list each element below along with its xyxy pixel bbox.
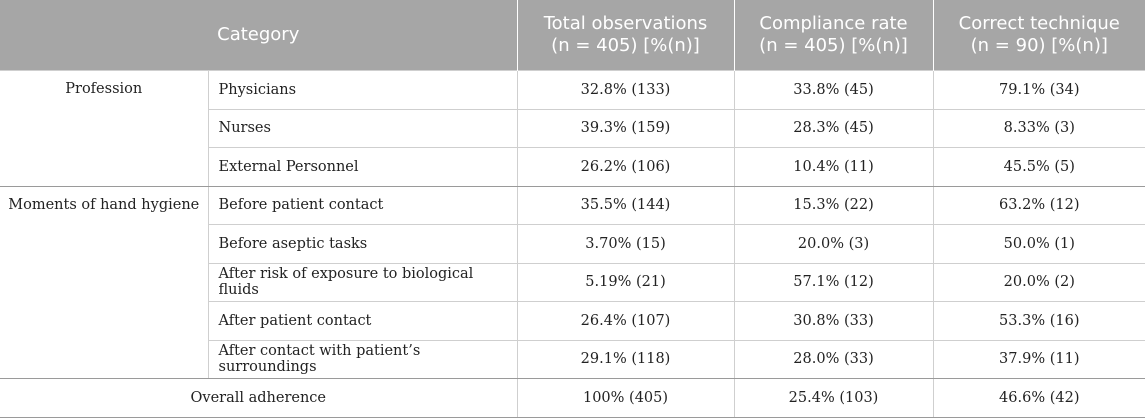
cell-total: 5.19% (21) bbox=[516, 262, 735, 302]
cell-compliance: 30.8% (33) bbox=[733, 301, 934, 341]
overall-row: Overall adherence 100% (405) 25.4% (103)… bbox=[0, 378, 1145, 418]
row-label: Before patient contact bbox=[207, 185, 518, 225]
header-technique-title: Correct technique bbox=[958, 13, 1120, 34]
table-row: External Personnel 26.2% (106) 10.4% (11… bbox=[0, 147, 1145, 187]
table-row: Profession Physicians 32.8% (133) 33.8% … bbox=[0, 70, 1145, 187]
row-label: After patient contact bbox=[208, 301, 518, 341]
cell-total: 32.8% (133) bbox=[516, 70, 735, 110]
header-category: Category bbox=[0, 0, 518, 71]
table-row: After risk of exposure to biological flu… bbox=[0, 262, 1145, 302]
cell-technique: 20.0% (2) bbox=[932, 262, 1145, 302]
overall-compliance: 25.4% (103) bbox=[733, 378, 934, 418]
cell-total: 26.2% (106) bbox=[516, 147, 735, 187]
header-correct-technique: Correct technique (n = 90) [%(n)] bbox=[933, 0, 1145, 71]
cell-total: 26.4% (107) bbox=[516, 301, 735, 341]
cell-technique: 63.2% (12) bbox=[932, 185, 1145, 225]
cell-compliance: 28.3% (45) bbox=[733, 108, 934, 148]
cell-compliance: 28.0% (33) bbox=[733, 339, 934, 379]
cell-technique: 45.5% (5) bbox=[932, 147, 1145, 187]
cell-compliance: 10.4% (11) bbox=[733, 147, 934, 187]
header-total-n: (n = 405) [%(n)] bbox=[551, 35, 700, 56]
cell-technique: 79.1% (34) bbox=[932, 70, 1145, 110]
header-compliance-n: (n = 405) [%(n)] bbox=[759, 35, 908, 56]
row-label: Nurses bbox=[208, 108, 518, 148]
cell-total: 39.3% (159) bbox=[516, 108, 735, 148]
cell-compliance: 57.1% (12) bbox=[733, 262, 934, 302]
cell-technique: 37.9% (11) bbox=[932, 339, 1145, 379]
header-compliance-title: Compliance rate bbox=[759, 13, 908, 34]
cell-total: 35.5% (144) bbox=[516, 185, 735, 225]
row-label: External Personnel bbox=[208, 147, 518, 187]
cell-compliance: 33.8% (45) bbox=[733, 70, 934, 110]
cell-technique: 8.33% (3) bbox=[932, 108, 1145, 148]
group-label-profession: Profession bbox=[0, 70, 209, 187]
header-compliance-rate: Compliance rate (n = 405) [%(n)] bbox=[734, 0, 934, 71]
cell-total: 3.70% (15) bbox=[516, 224, 735, 264]
cell-compliance: 15.3% (22) bbox=[733, 185, 934, 225]
overall-label: Overall adherence bbox=[0, 378, 518, 418]
overall-total: 100% (405) bbox=[516, 378, 735, 418]
cell-technique: 50.0% (1) bbox=[932, 224, 1145, 264]
table-row: Before aseptic tasks 3.70% (15) 20.0% (3… bbox=[0, 224, 1145, 264]
cell-compliance: 20.0% (3) bbox=[733, 224, 934, 264]
table-row: After patient contact 26.4% (107) 30.8% … bbox=[0, 301, 1145, 341]
header-total-observations: Total observations (n = 405) [%(n)] bbox=[517, 0, 735, 71]
header-technique-n: (n = 90) [%(n)] bbox=[970, 35, 1108, 56]
group-label-moments: Moments of hand hygiene bbox=[0, 185, 209, 379]
cell-total: 29.1% (118) bbox=[516, 339, 735, 379]
table-row: Moments of hand hygiene Before patient c… bbox=[0, 185, 1145, 379]
row-label: After contact with patient’s surrounding… bbox=[208, 339, 518, 379]
row-label: Physicians bbox=[207, 70, 518, 110]
overall-technique: 46.6% (42) bbox=[932, 378, 1145, 418]
row-label: After risk of exposure to biological flu… bbox=[208, 262, 518, 302]
header-total-title: Total observations bbox=[543, 13, 708, 34]
row-label: Before aseptic tasks bbox=[208, 224, 518, 264]
header-row: Category Total observations (n = 405) [%… bbox=[0, 0, 1145, 71]
cell-technique: 53.3% (16) bbox=[932, 301, 1145, 341]
